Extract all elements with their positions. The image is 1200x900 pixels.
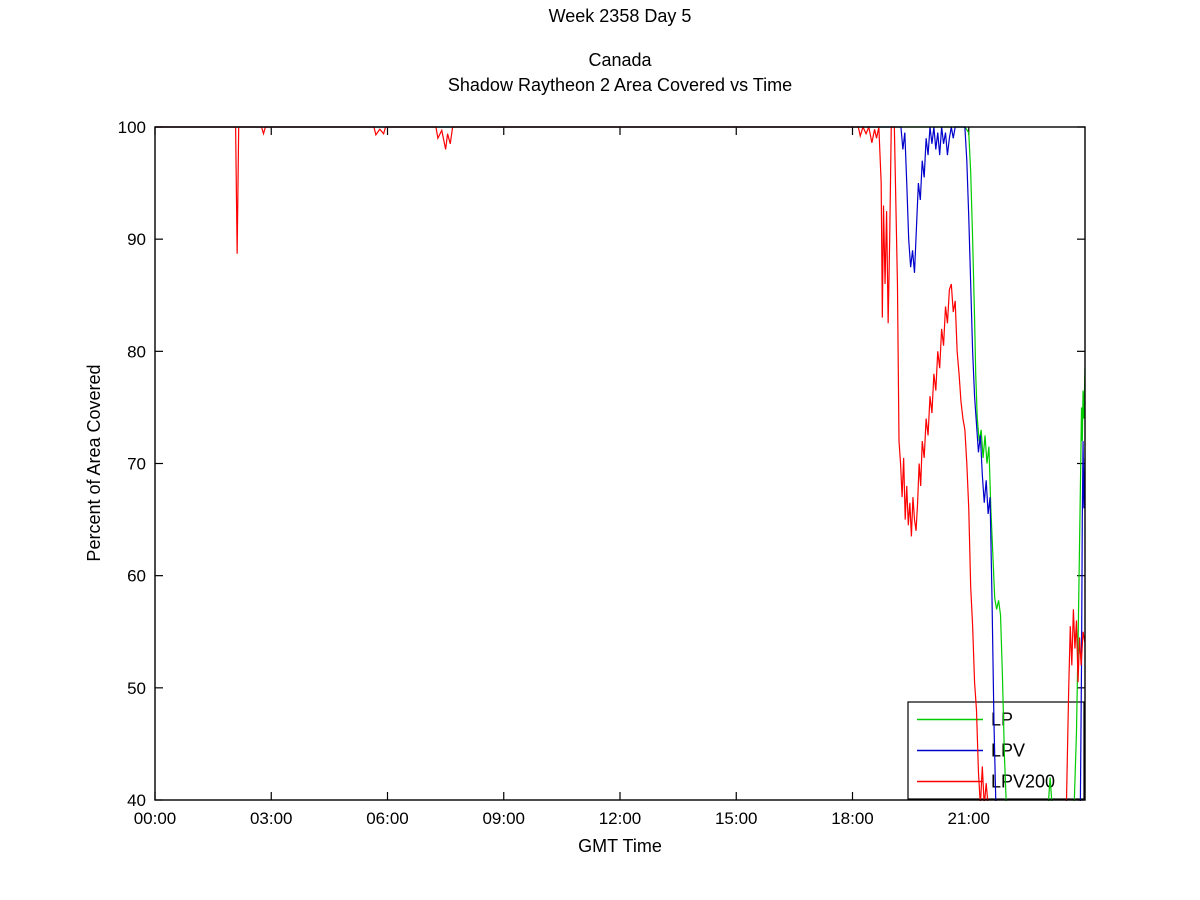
x-tick-label: 18:00 bbox=[831, 809, 874, 828]
x-tick-label: 09:00 bbox=[482, 809, 525, 828]
x-tick-label: 12:00 bbox=[599, 809, 642, 828]
x-tick-label: 21:00 bbox=[947, 809, 990, 828]
y-tick-label: 50 bbox=[127, 679, 146, 698]
x-tick-label: 15:00 bbox=[715, 809, 758, 828]
legend-label-lp: LP bbox=[991, 710, 1013, 730]
x-tick-label: 06:00 bbox=[366, 809, 409, 828]
y-tick-label: 70 bbox=[127, 455, 146, 474]
x-axis-label: GMT Time bbox=[578, 836, 662, 856]
series-line-lp bbox=[155, 126, 1086, 801]
legend-label-lpv: LPV bbox=[991, 741, 1025, 761]
x-tick-label: 00:00 bbox=[134, 809, 177, 828]
y-tick-label: 90 bbox=[127, 230, 146, 249]
y-axis-label: Percent of Area Covered bbox=[84, 364, 104, 561]
axes-box bbox=[154, 126, 1086, 801]
legend: LP LPV LPV200 bbox=[907, 701, 1085, 800]
x-tick-label: 03:00 bbox=[250, 809, 293, 828]
series-line-lpv200 bbox=[155, 126, 1086, 801]
chart-title-line2: Shadow Raytheon 2 Area Covered vs Time bbox=[448, 75, 792, 95]
figure-suptitle: Week 2358 Day 5 bbox=[549, 6, 692, 26]
y-tick-label: 80 bbox=[127, 342, 146, 361]
series-line-lpv bbox=[155, 126, 1086, 801]
y-tick-label: 100 bbox=[118, 118, 146, 137]
chart-title-line1: Canada bbox=[588, 50, 652, 70]
data-series bbox=[155, 126, 1086, 801]
axis-ticks: 00:00 03:00 06:00 09:00 12:00 15:00 18:00 21:00… bbox=[118, 118, 1085, 828]
y-tick-label: 40 bbox=[127, 791, 146, 810]
y-tick-label: 60 bbox=[127, 567, 146, 586]
legend-label-lpv200: LPV200 bbox=[991, 772, 1055, 792]
